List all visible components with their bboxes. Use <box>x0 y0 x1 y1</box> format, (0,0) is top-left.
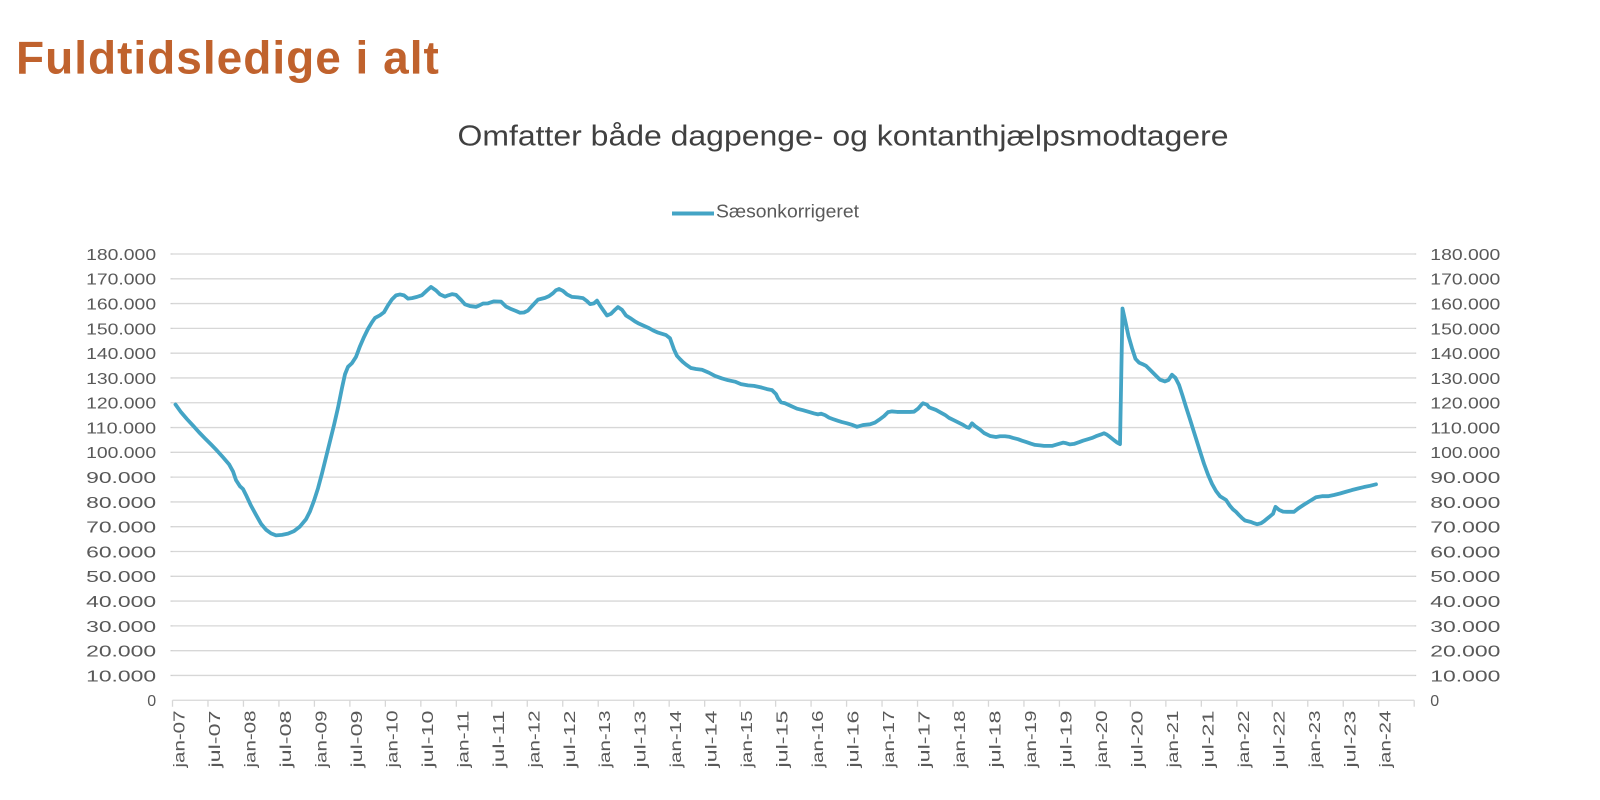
svg-text:130.000: 130.000 <box>86 371 156 388</box>
svg-text:10.000: 10.000 <box>86 668 156 685</box>
svg-text:170.000: 170.000 <box>1430 272 1500 289</box>
svg-text:jul-13: jul-13 <box>633 710 650 769</box>
svg-text:jul-16: jul-16 <box>846 710 863 769</box>
svg-text:140.000: 140.000 <box>1430 346 1500 363</box>
svg-text:50.000: 50.000 <box>86 569 156 586</box>
svg-text:80.000: 80.000 <box>1430 495 1500 512</box>
svg-text:Fuldtidsledige i alt: Fuldtidsledige i alt <box>16 32 440 84</box>
svg-text:jan-20: jan-20 <box>1094 710 1111 768</box>
svg-text:jul-11: jul-11 <box>491 710 508 769</box>
svg-text:jul-08: jul-08 <box>278 710 295 769</box>
svg-text:Sæsonkorrigeret: Sæsonkorrigeret <box>716 201 859 221</box>
svg-text:0: 0 <box>147 693 156 710</box>
svg-text:jul-22: jul-22 <box>1271 710 1288 769</box>
svg-text:40.000: 40.000 <box>86 594 156 611</box>
svg-text:jan-21: jan-21 <box>1165 710 1182 768</box>
svg-text:120.000: 120.000 <box>1430 396 1500 413</box>
svg-text:jan-19: jan-19 <box>1023 710 1040 768</box>
svg-text:160.000: 160.000 <box>86 296 156 313</box>
svg-text:150.000: 150.000 <box>86 321 156 338</box>
svg-text:20.000: 20.000 <box>1430 644 1500 661</box>
svg-text:150.000: 150.000 <box>1430 321 1500 338</box>
svg-text:jul-18: jul-18 <box>987 710 1004 769</box>
svg-text:90.000: 90.000 <box>1430 470 1500 487</box>
svg-text:jul-17: jul-17 <box>917 710 934 769</box>
svg-text:170.000: 170.000 <box>86 272 156 289</box>
svg-text:Omfatter både dagpenge- og kon: Omfatter både dagpenge- og kontanthjælps… <box>458 120 1229 152</box>
svg-text:180.000: 180.000 <box>1430 247 1500 264</box>
svg-text:jan-09: jan-09 <box>313 710 330 768</box>
svg-text:130.000: 130.000 <box>1430 371 1500 388</box>
svg-text:jan-11: jan-11 <box>455 710 472 768</box>
svg-text:140.000: 140.000 <box>86 346 156 363</box>
svg-text:110.000: 110.000 <box>1430 420 1500 437</box>
svg-text:jul-21: jul-21 <box>1200 710 1217 769</box>
svg-text:jan-13: jan-13 <box>597 710 614 768</box>
svg-text:jul-14: jul-14 <box>704 710 721 769</box>
svg-text:30.000: 30.000 <box>86 619 156 636</box>
svg-text:60.000: 60.000 <box>86 544 156 561</box>
svg-text:jan-18: jan-18 <box>952 710 969 768</box>
svg-text:110.000: 110.000 <box>86 420 156 437</box>
svg-text:100.000: 100.000 <box>1430 445 1500 462</box>
svg-text:jul-23: jul-23 <box>1342 710 1359 769</box>
svg-text:jan-08: jan-08 <box>242 710 259 768</box>
svg-text:jan-23: jan-23 <box>1307 710 1324 768</box>
svg-text:jul-19: jul-19 <box>1058 710 1075 769</box>
svg-text:70.000: 70.000 <box>86 520 156 537</box>
svg-text:70.000: 70.000 <box>1430 520 1500 537</box>
svg-text:jan-07: jan-07 <box>172 710 189 768</box>
svg-text:jul-20: jul-20 <box>1129 710 1146 769</box>
svg-text:jan-16: jan-16 <box>810 710 827 768</box>
svg-text:160.000: 160.000 <box>1430 296 1500 313</box>
svg-text:80.000: 80.000 <box>86 495 156 512</box>
svg-text:180.000: 180.000 <box>86 247 156 264</box>
svg-text:jan-12: jan-12 <box>526 710 543 768</box>
svg-text:40.000: 40.000 <box>1430 594 1500 611</box>
svg-text:30.000: 30.000 <box>1430 619 1500 636</box>
svg-text:50.000: 50.000 <box>1430 569 1500 586</box>
svg-text:60.000: 60.000 <box>1430 544 1500 561</box>
svg-text:jan-24: jan-24 <box>1378 710 1395 768</box>
svg-text:jan-17: jan-17 <box>881 710 898 768</box>
svg-text:jul-07: jul-07 <box>207 710 224 769</box>
svg-text:jul-09: jul-09 <box>349 710 366 769</box>
svg-text:100.000: 100.000 <box>86 445 156 462</box>
svg-text:10.000: 10.000 <box>1430 668 1500 685</box>
svg-text:0: 0 <box>1430 693 1439 710</box>
svg-text:jan-22: jan-22 <box>1236 710 1253 768</box>
svg-text:90.000: 90.000 <box>86 470 156 487</box>
svg-text:jan-15: jan-15 <box>739 710 756 768</box>
svg-text:jan-10: jan-10 <box>384 710 401 768</box>
svg-text:jul-15: jul-15 <box>775 710 792 769</box>
svg-text:120.000: 120.000 <box>86 396 156 413</box>
svg-text:20.000: 20.000 <box>86 644 156 661</box>
svg-text:jul-10: jul-10 <box>420 710 437 769</box>
svg-text:jul-12: jul-12 <box>562 710 579 769</box>
svg-text:jan-14: jan-14 <box>668 710 685 768</box>
